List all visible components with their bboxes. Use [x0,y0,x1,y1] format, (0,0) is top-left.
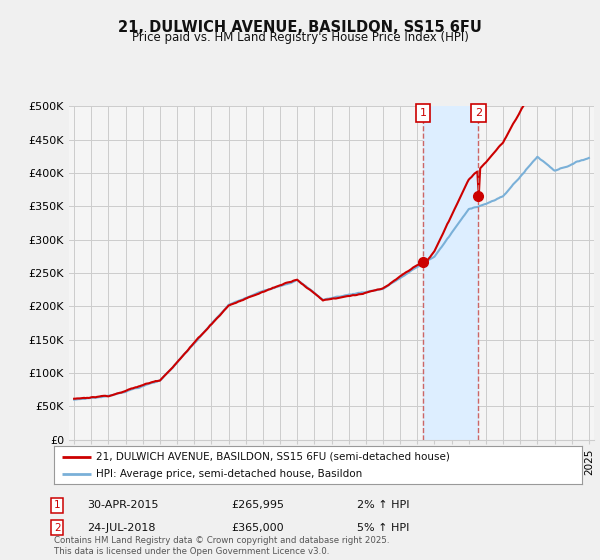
Text: 1: 1 [54,500,61,510]
Text: HPI: Average price, semi-detached house, Basildon: HPI: Average price, semi-detached house,… [96,469,362,479]
Text: £265,995: £265,995 [231,500,284,510]
Text: 21, DULWICH AVENUE, BASILDON, SS15 6FU: 21, DULWICH AVENUE, BASILDON, SS15 6FU [118,20,482,35]
Text: Price paid vs. HM Land Registry's House Price Index (HPI): Price paid vs. HM Land Registry's House … [131,31,469,44]
Text: £365,000: £365,000 [231,522,284,533]
Bar [423,106,478,440]
Text: 1: 1 [419,108,427,118]
Text: 5% ↑ HPI: 5% ↑ HPI [357,522,409,533]
Text: Contains HM Land Registry data © Crown copyright and database right 2025.
This d: Contains HM Land Registry data © Crown c… [54,536,389,556]
Text: 2: 2 [475,108,482,118]
Text: 21, DULWICH AVENUE, BASILDON, SS15 6FU (semi-detached house): 21, DULWICH AVENUE, BASILDON, SS15 6FU (… [96,451,450,461]
Text: 2: 2 [54,522,61,533]
Text: 24-JUL-2018: 24-JUL-2018 [87,522,155,533]
Text: 2% ↑ HPI: 2% ↑ HPI [357,500,409,510]
Text: 30-APR-2015: 30-APR-2015 [87,500,158,510]
